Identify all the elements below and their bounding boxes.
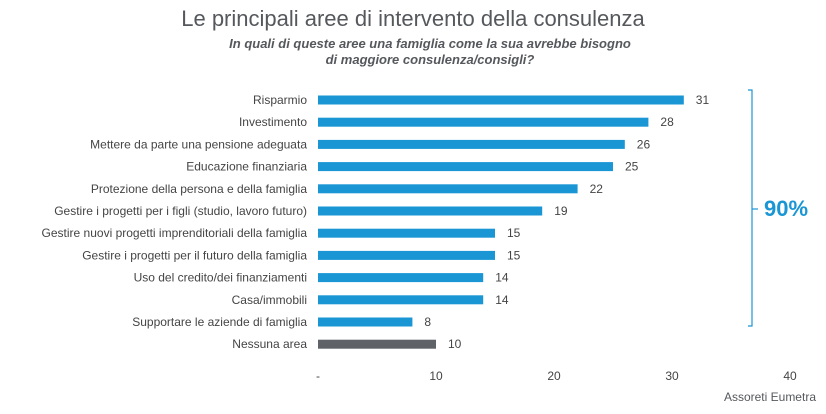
category-label: Risparmio bbox=[253, 93, 307, 107]
value-label: 25 bbox=[625, 160, 639, 174]
category-label: Casa/immobili bbox=[232, 293, 307, 307]
value-label: 8 bbox=[424, 315, 431, 329]
bar bbox=[318, 95, 684, 105]
chart-subtitle: In quali di queste aree una famiglia com… bbox=[160, 36, 700, 68]
bar bbox=[318, 228, 495, 238]
value-label: 10 bbox=[448, 337, 462, 351]
bar bbox=[318, 273, 484, 283]
value-label: 15 bbox=[507, 248, 521, 262]
category-label: Uso del credito/dei finanziamenti bbox=[134, 271, 307, 285]
bar bbox=[318, 162, 613, 172]
bar bbox=[318, 295, 484, 305]
source-label: Assoreti Eumetra bbox=[723, 390, 816, 404]
category-label: Mettere da parte una pensione adeguata bbox=[90, 137, 307, 151]
value-label: 22 bbox=[590, 182, 604, 196]
bracket-percentage: 90% bbox=[764, 196, 809, 221]
x-tick-label: 30 bbox=[665, 369, 679, 383]
category-label: Supportare le aziende di famiglia bbox=[132, 315, 307, 329]
x-tick-label: 20 bbox=[547, 369, 561, 383]
value-label: 19 bbox=[554, 204, 568, 218]
value-label: 14 bbox=[495, 293, 509, 307]
bar bbox=[318, 117, 649, 127]
x-tick-label: 10 bbox=[429, 369, 443, 383]
bar bbox=[318, 317, 413, 327]
value-label: 28 bbox=[660, 115, 674, 129]
x-tick-label: 40 bbox=[783, 369, 797, 383]
chart-title: Le principali aree di intervento della c… bbox=[181, 6, 645, 31]
subtitle-line-1: In quali di queste aree una famiglia com… bbox=[229, 36, 631, 51]
category-label: Investimento bbox=[239, 115, 307, 129]
x-tick-label: - bbox=[316, 369, 320, 383]
bar bbox=[318, 206, 543, 216]
value-label: 15 bbox=[507, 226, 521, 240]
value-label: 26 bbox=[637, 137, 651, 151]
bar bbox=[318, 339, 436, 349]
value-label: 31 bbox=[696, 93, 710, 107]
value-label: 14 bbox=[495, 271, 509, 285]
category-label: Gestire nuovi progetti imprenditoriali d… bbox=[42, 226, 308, 240]
bar bbox=[318, 184, 578, 194]
category-label: Nessuna area bbox=[232, 337, 307, 351]
bar bbox=[318, 250, 495, 260]
category-label: Gestire i progetti per il futuro della f… bbox=[82, 248, 307, 262]
bracket-line bbox=[748, 89, 753, 327]
category-label: Protezione della persona e della famigli… bbox=[91, 182, 307, 196]
bar bbox=[318, 139, 625, 149]
category-label: Gestire i progetti per i figli (studio, … bbox=[54, 204, 307, 218]
category-label: Educazione finanziaria bbox=[186, 160, 307, 174]
subtitle-line-2: di maggiore consulenza/consigli? bbox=[325, 52, 535, 67]
